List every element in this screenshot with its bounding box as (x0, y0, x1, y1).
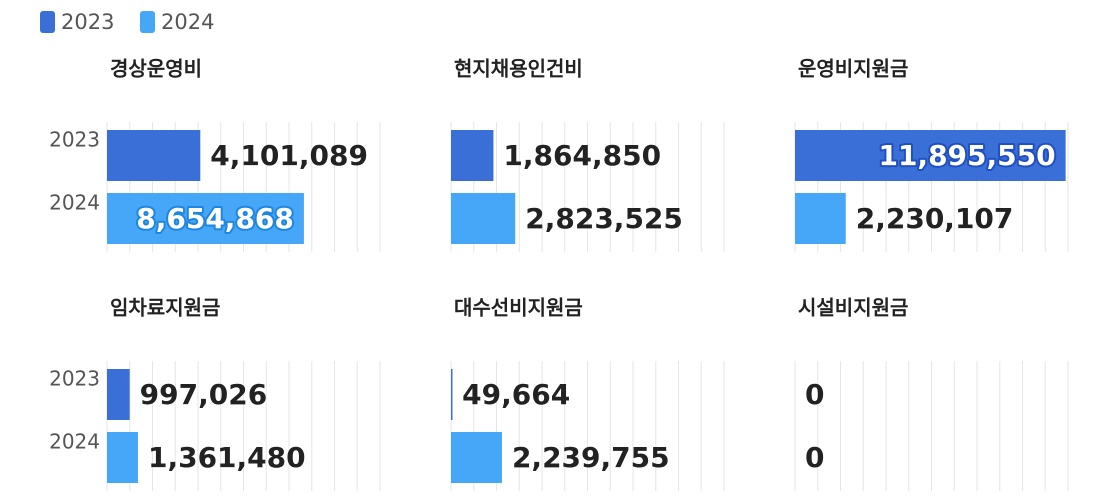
category-label: 2024 (49, 191, 100, 215)
bar (107, 369, 130, 420)
value-label: 4,101,089 (210, 139, 368, 172)
value-label: 0 (805, 378, 824, 411)
legend-label: 2024 (161, 10, 214, 34)
value-label: 11,895,550 (878, 139, 1055, 172)
value-label: 1,361,480 (148, 441, 306, 474)
panel-title: 운영비지원금 (798, 57, 908, 81)
value-label: 997,026 (140, 378, 268, 411)
panel-title: 시설비지원금 (798, 296, 908, 320)
panel-title: 대수선비지원금 (454, 296, 583, 320)
bar (451, 193, 516, 244)
bar (451, 369, 453, 420)
value-label: 2,230,107 (856, 202, 1014, 235)
bar (107, 193, 304, 244)
bar (451, 130, 494, 181)
bar (795, 130, 1066, 181)
category-label: 2024 (49, 430, 100, 454)
panel-title: 현지채용인건비 (454, 57, 583, 81)
value-label: 1,864,850 (503, 139, 661, 172)
bar (107, 130, 201, 181)
category-label: 2023 (49, 367, 100, 391)
legend-swatch (140, 11, 155, 33)
value-label: 49,664 (462, 378, 570, 411)
value-label: 0 (805, 441, 824, 474)
panel-title: 임차료지원금 (110, 296, 220, 320)
legend-swatch (40, 11, 55, 33)
legend-label: 2023 (61, 10, 114, 34)
bar (107, 432, 138, 483)
panel-title: 경상운영비 (110, 57, 202, 81)
category-label: 2023 (49, 128, 100, 152)
bar (451, 432, 502, 483)
value-label: 2,823,525 (525, 202, 683, 235)
value-label: 2,239,755 (512, 441, 670, 474)
value-label: 8,654,868 (136, 202, 294, 235)
bar (795, 193, 846, 244)
